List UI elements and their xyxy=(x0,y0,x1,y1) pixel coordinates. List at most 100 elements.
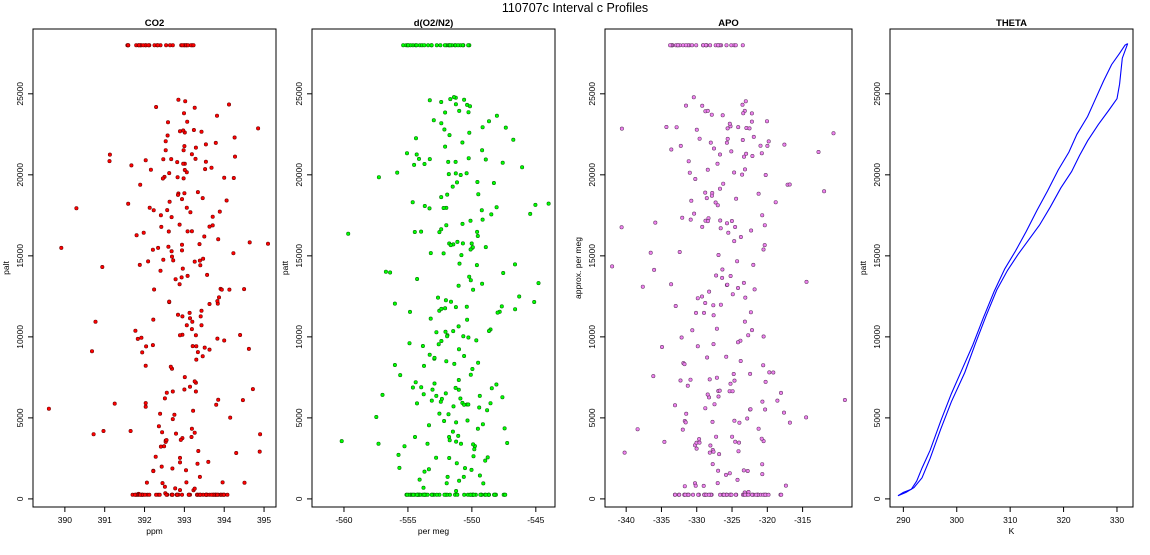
data-point xyxy=(716,468,721,473)
data-point xyxy=(680,215,685,220)
data-point xyxy=(450,184,455,189)
data-point xyxy=(422,492,427,497)
plot-frame xyxy=(32,28,277,508)
data-point xyxy=(457,108,462,113)
data-point xyxy=(461,474,466,479)
y-tick-label: 5000 xyxy=(15,408,25,427)
data-point xyxy=(711,146,716,151)
data-point xyxy=(426,423,431,428)
data-point xyxy=(751,134,756,139)
data-point xyxy=(182,144,187,149)
data-point xyxy=(188,316,193,321)
data-point xyxy=(170,389,175,394)
data-point xyxy=(731,371,736,376)
x-tick-label: -340 xyxy=(618,515,635,525)
data-point xyxy=(195,190,200,195)
data-point xyxy=(170,492,175,497)
data-point xyxy=(429,43,434,48)
data-point xyxy=(215,336,220,341)
data-point xyxy=(687,170,692,175)
data-point xyxy=(733,439,738,444)
data-point xyxy=(46,406,51,411)
data-point xyxy=(708,43,713,48)
x-tick-label: 391 xyxy=(98,515,112,525)
data-point xyxy=(775,398,780,403)
data-point xyxy=(694,43,699,48)
panel-title: CO2 xyxy=(145,18,165,29)
data-point xyxy=(180,242,185,247)
data-point xyxy=(439,195,444,200)
x-tick-label: -555 xyxy=(399,515,416,525)
y-tick-label: 20000 xyxy=(872,163,882,187)
data-point xyxy=(460,140,465,145)
data-point xyxy=(673,303,678,308)
data-point xyxy=(471,287,476,292)
data-point xyxy=(158,411,163,416)
data-point xyxy=(242,287,247,292)
data-point xyxy=(432,381,437,386)
data-point xyxy=(733,43,738,48)
data-point xyxy=(453,305,458,310)
data-point xyxy=(475,229,480,234)
data-point xyxy=(188,384,193,389)
data-point xyxy=(456,283,461,288)
data-point xyxy=(466,402,471,407)
data-point xyxy=(143,401,148,406)
series-line-ascent xyxy=(897,43,1128,497)
data-point xyxy=(137,43,142,48)
data-point xyxy=(842,397,847,402)
data-point xyxy=(221,492,226,497)
data-point xyxy=(740,138,745,143)
y-tick-label: 10000 xyxy=(15,325,25,349)
data-point xyxy=(714,434,719,439)
data-point xyxy=(635,427,640,432)
data-point xyxy=(694,446,699,451)
data-point xyxy=(434,455,439,460)
data-point xyxy=(380,392,385,397)
data-point xyxy=(536,281,541,286)
data-point xyxy=(231,176,236,181)
data-point xyxy=(709,112,714,117)
data-point xyxy=(517,294,522,299)
data-point xyxy=(438,43,443,48)
data-point xyxy=(142,492,147,497)
data-point xyxy=(434,393,439,398)
data-point xyxy=(256,126,261,131)
data-point xyxy=(740,172,745,177)
data-point xyxy=(421,363,426,368)
data-point xyxy=(678,378,683,383)
data-point xyxy=(707,289,712,294)
data-point xyxy=(746,492,751,497)
y-tick-label: 15000 xyxy=(587,244,597,268)
data-point xyxy=(468,492,473,497)
data-point xyxy=(407,309,412,314)
data-point xyxy=(756,426,761,431)
data-point xyxy=(503,492,508,497)
data-point xyxy=(225,492,230,497)
data-point xyxy=(766,492,771,497)
data-point xyxy=(210,223,215,228)
data-point xyxy=(156,245,161,250)
data-point xyxy=(686,159,691,164)
data-point xyxy=(683,103,688,108)
data-point xyxy=(184,468,189,473)
data-point xyxy=(705,167,710,172)
data-point xyxy=(146,259,151,264)
data-point xyxy=(697,437,702,442)
data-point xyxy=(462,492,467,497)
data-point xyxy=(546,201,551,206)
data-point xyxy=(743,99,748,104)
data-point xyxy=(451,404,456,409)
data-point xyxy=(427,352,432,357)
data-point xyxy=(743,295,748,300)
data-point xyxy=(478,492,483,497)
data-point xyxy=(750,492,755,497)
data-point xyxy=(480,422,485,427)
data-point xyxy=(181,128,186,133)
data-point xyxy=(186,43,191,48)
data-point xyxy=(414,43,419,48)
data-point xyxy=(182,387,187,392)
data-point xyxy=(178,460,183,465)
data-point xyxy=(715,481,720,486)
data-point xyxy=(421,485,426,490)
